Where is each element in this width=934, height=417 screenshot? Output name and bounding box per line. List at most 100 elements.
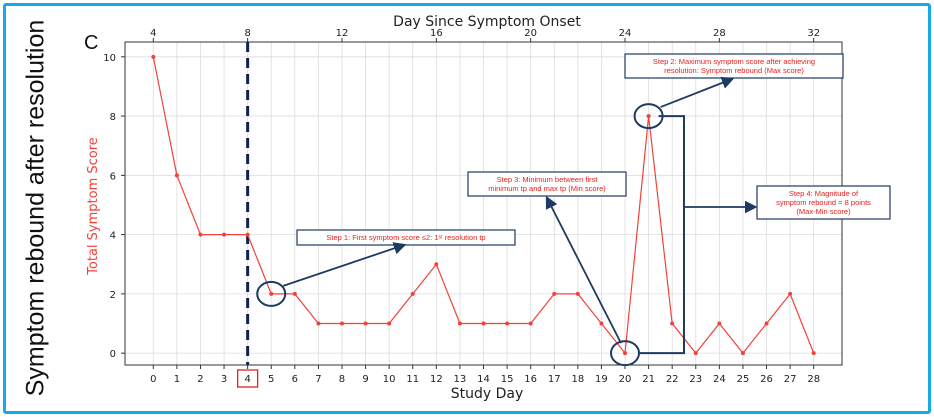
callout-box [467,171,627,197]
callout-box [756,185,891,220]
figure-frame [3,3,931,414]
data-point [339,321,344,326]
data-point [505,321,510,326]
data-point [481,321,486,326]
ticks: 0 1 2 3 4 5 6 7 8 9 10 11 12 13 14 15 16 17 18 19 20 21 22 23 24… [103,28,820,388]
data-point [457,321,462,326]
data-point [316,321,321,326]
x-tick-label: 10 [383,374,396,385]
callout-text: Step 3: Minimum between first [497,175,599,184]
data-point [292,291,297,296]
x-axis-label: Study Day [451,386,524,402]
data-point [740,351,745,356]
x-tick-label: 28 [807,374,820,385]
highlighted-tick-box [236,369,259,388]
secondary-x-tick-label: 16 [430,28,443,39]
data-point [363,321,368,326]
data-point [151,54,156,59]
x-tick-label: 2 [197,374,203,385]
x-tick-label: 26 [760,374,773,385]
secondary-x-tick-label: 20 [524,28,537,39]
callout-text: minimum tp and max tp (Min score) [488,184,606,193]
data-point [575,291,580,296]
y-tick-label: 2 [110,290,116,301]
data-point [599,321,604,326]
data-point [222,232,227,237]
data-point [174,173,179,178]
callout-step-2: Step 2: Maximum symptom score after achi… [624,53,844,79]
data-point [198,232,203,237]
x-tick-label: 3 [221,374,227,385]
callout-text: (Max-Min score) [796,207,851,216]
data-point [693,351,698,356]
highlight-circle [256,280,287,307]
y-tick-label: 10 [103,53,116,64]
callout-text: Step 1: First symptom score ≤2: 1ˢᵗ reso… [326,233,485,242]
callout-text: Step 4: Magnitude of [789,189,859,198]
annotations: Step 1: First symptom score ≤2: 1ˢᵗ reso… [256,53,891,367]
data-point [670,321,675,326]
x-tick-label: 8 [339,374,345,385]
data-point [528,321,533,326]
y-axis-label: Total Symptom Score [86,137,101,276]
magnitude-bracket [639,115,685,355]
callout-step-1: Step 1: First symptom score ≤2: 1ˢᵗ reso… [296,229,516,246]
x-tick-label: 4 [244,374,250,385]
arrow-step-2 [660,76,735,108]
secondary-x-tick-label: 24 [619,28,632,39]
data-point [646,114,651,119]
data-point [552,291,557,296]
x-tick-label: 20 [619,374,632,385]
x-tick-label: 0 [150,374,156,385]
callout-text: Step 2: Maximum symptom score after achi… [653,57,815,66]
x-tick-label: 15 [501,374,514,385]
arrow-step-3 [545,195,622,344]
y-tick-label: 6 [110,171,116,182]
y-tick-label: 0 [110,349,116,360]
x-tick-label: 24 [713,374,726,385]
data-point [269,291,274,296]
x-tick-label: 18 [571,374,584,385]
x-tick-label: 5 [268,374,274,385]
x-tick-label: 6 [292,374,298,385]
data-point [788,291,793,296]
callout-text: resolution: Symptom rebound (Max score) [664,66,804,75]
panel-letter: C [84,32,98,54]
data-point [717,321,722,326]
data-point [434,262,439,267]
data-point [410,291,415,296]
x-tick-label: 22 [666,374,679,385]
data-point [764,321,769,326]
secondary-x-tick-label: 12 [336,28,349,39]
x-tick-label: 27 [784,374,797,385]
grid [125,42,842,365]
data-point [245,232,250,237]
data-point [387,321,392,326]
x-tick-label: 9 [362,374,368,385]
secondary-x-tick-label: 32 [807,28,820,39]
x-tick-label: 12 [430,374,443,385]
secondary-x-axis-label: Day Since Symptom Onset [393,14,581,30]
x-tick-label: 16 [524,374,537,385]
x-tick-label: 21 [642,374,655,385]
x-tick-label: 14 [477,374,490,385]
x-tick-label: 17 [548,374,561,385]
x-tick-label: 19 [595,374,608,385]
arrow-step-1 [282,242,407,287]
series-layer [151,54,816,356]
x-tick-label: 11 [406,374,419,385]
x-tick-label: 7 [315,374,321,385]
x-tick-label: 23 [689,374,702,385]
x-tick-label: 25 [737,374,750,385]
y-tick-label: 8 [110,112,116,123]
data-point [811,351,816,356]
data-point [623,351,628,356]
x-tick-label: 1 [174,374,180,385]
secondary-x-tick-label: 4 [150,28,156,39]
secondary-x-tick-label: 8 [244,28,250,39]
x-tick-label: 13 [454,374,467,385]
secondary-x-tick-label: 28 [713,28,726,39]
